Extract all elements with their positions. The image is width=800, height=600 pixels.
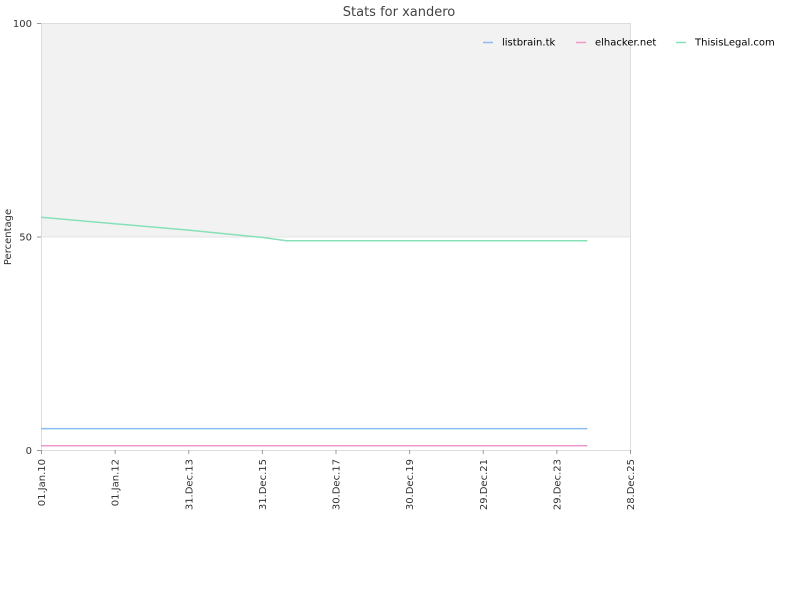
x-tick-label: 01.Jan.10 xyxy=(37,459,48,506)
y-axis-label: Percentage xyxy=(3,209,14,265)
x-tick-label: 31.Dec.15 xyxy=(258,459,269,510)
x-tick-label: 30.Dec.17 xyxy=(332,459,343,510)
y-tick-label: 0 xyxy=(26,446,32,457)
legend-label-3: ThisisLegal.com xyxy=(694,38,775,49)
y-axis: 0 50 100 xyxy=(13,19,41,457)
x-tick-label: 29.Dec.23 xyxy=(552,459,563,510)
legend-label-1: listbrain.tk xyxy=(502,38,555,49)
y-tick-label: 100 xyxy=(13,19,32,30)
x-tick-label: 31.Dec.13 xyxy=(184,459,195,510)
series-line-3 xyxy=(40,216,588,242)
upper-shaded-band xyxy=(41,23,630,237)
x-tick-label: 29.Dec.21 xyxy=(479,459,490,510)
x-tick-label: 28.Dec.25 xyxy=(626,459,637,510)
chart-title: Stats for xandero xyxy=(343,5,456,20)
legend: listbrain.tk elhacker.net ThisisLegal.com xyxy=(483,38,775,49)
legend-label-2: elhacker.net xyxy=(595,38,656,49)
x-axis: 01.Jan.10 01.Jan.12 31.Dec.13 31.Dec.15 30.D… xyxy=(37,450,637,510)
plot-area xyxy=(41,23,631,451)
x-tick-label: 30.Dec.19 xyxy=(405,459,416,510)
series-layer xyxy=(40,216,588,447)
x-tick-label: 01.Jan.12 xyxy=(111,459,122,506)
y-tick-label: 50 xyxy=(19,233,32,244)
